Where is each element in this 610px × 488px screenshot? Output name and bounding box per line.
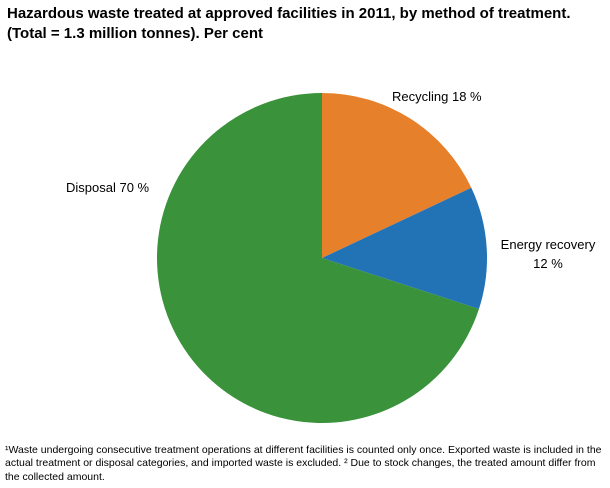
pie-slice-recycling xyxy=(322,93,472,258)
slice-label-energy-recovery: Energy recovery 12 % xyxy=(498,236,598,274)
slice-label-energy-recovery-value: 12 % xyxy=(533,255,563,271)
footnote: ¹Waste undergoing consecutive treatment … xyxy=(5,444,602,483)
pie-slice-disposal xyxy=(156,93,479,423)
pie-slice-energy-recovery xyxy=(322,187,487,309)
slice-label-energy-recovery-name: Energy recovery xyxy=(500,237,596,252)
slice-label-recycling: Recycling 18 % xyxy=(392,89,482,104)
slice-label-disposal: Disposal 70 % xyxy=(66,180,150,195)
chart-title: Hazardous waste treated at approved faci… xyxy=(7,5,571,42)
